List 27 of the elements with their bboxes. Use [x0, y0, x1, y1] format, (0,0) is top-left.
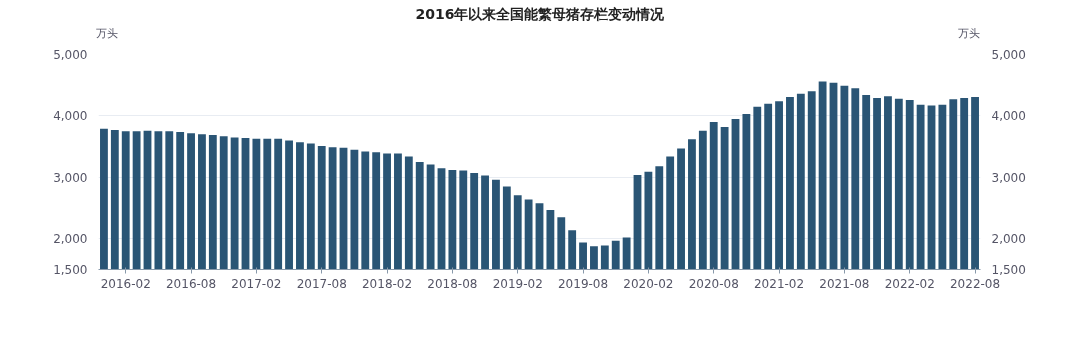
x-tick-label: 2016-08 [165, 276, 217, 291]
y-tick-label: 5,000 [53, 48, 88, 62]
y-tick-label: 1,500 [53, 263, 88, 277]
x-tick-label: 2018-02 [361, 276, 413, 291]
y2-tick-label: 5,000 [991, 48, 1026, 62]
y-tick-label: 2,000 [53, 232, 88, 247]
x-tick-label: 2020-08 [688, 276, 739, 291]
x-tick-label: 2020-02 [623, 276, 674, 291]
x-tick-label: 2017-02 [231, 276, 282, 291]
y-tick-label: 3,000 [53, 170, 88, 185]
y2-tick-label: 1,500 [991, 263, 1026, 277]
x-tick-label: 2021-08 [819, 276, 870, 291]
x-tick-label: 2018-08 [427, 276, 478, 291]
x-tick-label: 2017-08 [296, 276, 347, 291]
x-tick-label: 2022-08 [949, 276, 1001, 291]
y2-tick-label: 4,000 [991, 109, 1026, 124]
y2-tick-label: 3,000 [991, 170, 1026, 185]
x-tick-label: 2021-02 [753, 276, 805, 291]
x-tick-label: 2019-02 [492, 276, 543, 291]
y2-tick-label: 2,000 [991, 232, 1026, 247]
chart-title: 2016年以来全国能繁母猪存栏变动情况 [414, 5, 666, 24]
y-axis-title: 万头 [96, 26, 118, 42]
y2-axis-title: 万头 [958, 26, 980, 42]
x-tick-label: 2016-02 [100, 276, 151, 291]
y-tick-label: 4,000 [53, 109, 88, 124]
x-tick-label: 2022-02 [884, 276, 935, 291]
x-tick-label: 2019-08 [557, 276, 609, 291]
